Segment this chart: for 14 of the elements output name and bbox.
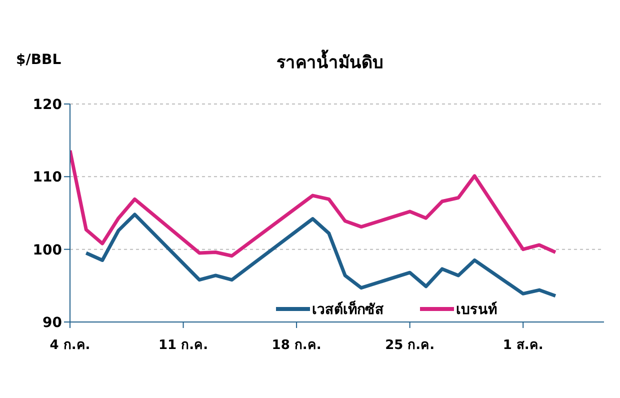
line-series bbox=[70, 148, 558, 258]
y-tick-label: 90 bbox=[42, 314, 62, 331]
x-tick-label: 4 ก.ค. bbox=[50, 338, 90, 354]
y-tick-label: 120 bbox=[32, 96, 62, 113]
legend-label: เวสต์เท็กซัส bbox=[312, 300, 384, 320]
x-tick-label: 1 ส.ค. bbox=[502, 338, 544, 354]
y-tick-label: 100 bbox=[32, 242, 62, 258]
x-tick-label: 11 ก.ค. bbox=[158, 338, 208, 354]
y-axis-title: $/BBL bbox=[16, 52, 62, 68]
line-series bbox=[84, 212, 558, 298]
legend-label: เบรนท์ bbox=[456, 300, 497, 320]
x-tick-label: 25 ก.ค. bbox=[385, 338, 435, 354]
x-tick-label: 18 ก.ค. bbox=[272, 338, 322, 354]
y-tick-label: 110 bbox=[32, 170, 62, 186]
